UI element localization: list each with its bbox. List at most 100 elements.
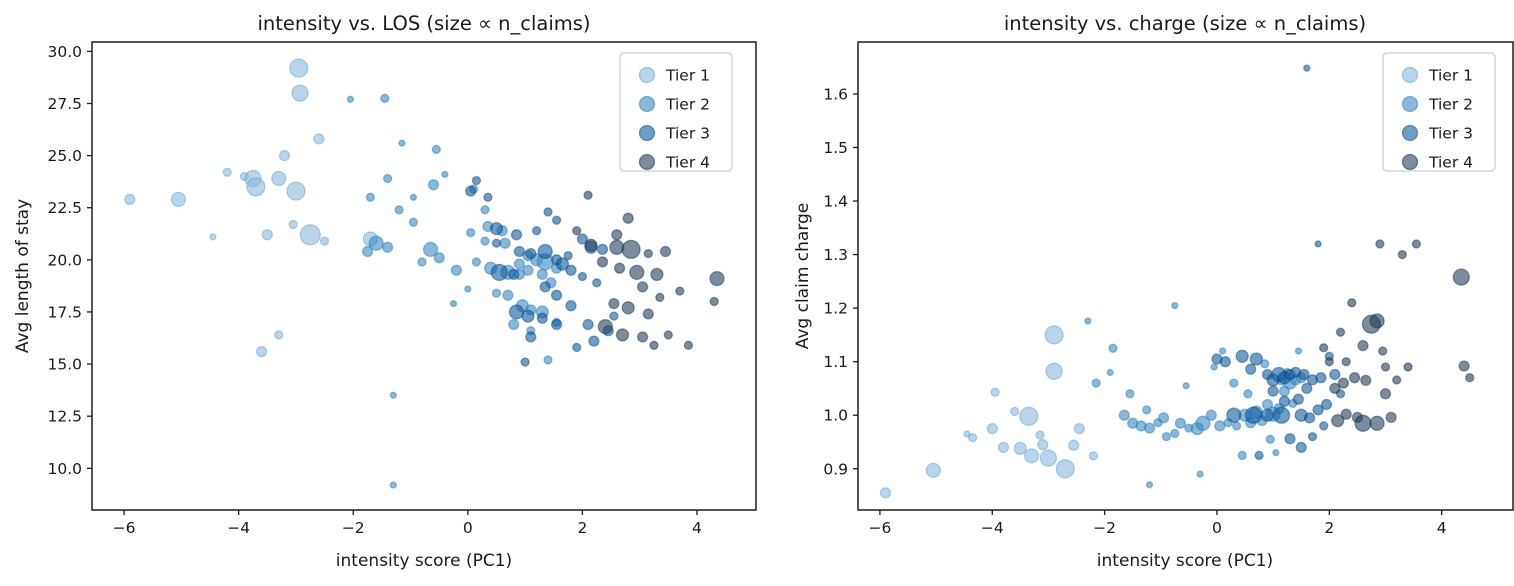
data-point bbox=[1312, 404, 1324, 416]
data-point bbox=[1091, 378, 1101, 388]
legend-marker-icon bbox=[638, 153, 656, 171]
data-point bbox=[596, 256, 609, 268]
data-point bbox=[389, 481, 397, 489]
data-point bbox=[572, 226, 582, 236]
y-tick-label: 0.9 bbox=[823, 460, 848, 478]
data-point bbox=[925, 462, 941, 479]
legend-item-label: Tier 2 bbox=[665, 96, 710, 114]
data-point bbox=[565, 264, 577, 276]
y-tick-label: 27.5 bbox=[47, 95, 82, 113]
data-point bbox=[1340, 408, 1352, 420]
y-tick-label: 17.5 bbox=[47, 303, 82, 321]
data-point bbox=[1045, 362, 1063, 380]
left-plot-title: intensity vs. LOS (size ∝ n_claims) bbox=[257, 12, 590, 35]
data-point bbox=[422, 241, 439, 258]
data-point bbox=[1037, 439, 1049, 451]
data-point bbox=[650, 267, 664, 282]
y-tick-label: 10.0 bbox=[47, 460, 82, 478]
legend-item-label: Tier 4 bbox=[1428, 154, 1473, 172]
data-point bbox=[990, 387, 1000, 397]
data-point bbox=[709, 296, 719, 307]
data-point bbox=[663, 330, 673, 340]
data-point bbox=[170, 191, 187, 208]
x-tick-label: 0 bbox=[1212, 519, 1222, 537]
data-point bbox=[1108, 343, 1118, 353]
data-point bbox=[480, 236, 490, 246]
data-point bbox=[508, 304, 525, 320]
data-point bbox=[622, 212, 634, 224]
data-point bbox=[611, 229, 623, 241]
data-point bbox=[1161, 431, 1172, 442]
data-point bbox=[510, 229, 523, 241]
y-tick-label: 1.6 bbox=[823, 85, 848, 103]
data-point bbox=[1125, 389, 1135, 399]
data-point bbox=[361, 245, 374, 258]
right-y-axis-label: Avg claim charge bbox=[793, 203, 813, 350]
legend-item-label: Tier 4 bbox=[665, 154, 710, 172]
data-point bbox=[1196, 470, 1204, 478]
data-point bbox=[1375, 239, 1385, 249]
data-point bbox=[1319, 343, 1329, 353]
x-tick-label: −2 bbox=[1093, 519, 1116, 537]
data-point bbox=[286, 181, 306, 201]
data-point bbox=[1171, 301, 1179, 310]
data-point bbox=[643, 248, 653, 259]
data-point bbox=[1337, 377, 1350, 389]
y-tick-label: 20.0 bbox=[47, 251, 82, 269]
x-tick-label: 0 bbox=[463, 519, 473, 537]
data-point bbox=[1073, 422, 1085, 435]
data-point bbox=[520, 357, 530, 367]
data-point bbox=[491, 238, 502, 248]
data-point bbox=[1226, 407, 1242, 423]
data-point bbox=[1055, 459, 1075, 479]
data-point bbox=[1195, 415, 1211, 431]
left-x-axis-label: intensity score (PC1) bbox=[336, 551, 512, 571]
data-point bbox=[1324, 357, 1334, 367]
data-point bbox=[427, 179, 440, 191]
data-point bbox=[289, 58, 309, 78]
data-point bbox=[1320, 398, 1333, 411]
data-point bbox=[319, 236, 330, 246]
series-tier-3 bbox=[1211, 64, 1346, 461]
y-tick-label: 1.1 bbox=[823, 353, 848, 371]
data-point bbox=[539, 281, 551, 293]
y-tick-label: 12.5 bbox=[47, 408, 82, 426]
data-point bbox=[1106, 368, 1114, 377]
data-point bbox=[1023, 448, 1040, 464]
series-tier-1 bbox=[879, 325, 1099, 499]
x-tick-label: −6 bbox=[868, 519, 891, 537]
data-point bbox=[659, 245, 672, 258]
data-point bbox=[577, 271, 588, 282]
y-tick-label: 1.4 bbox=[823, 193, 848, 211]
x-tick-label: −4 bbox=[227, 519, 250, 537]
data-point bbox=[576, 233, 589, 245]
data-point bbox=[536, 268, 548, 281]
data-point bbox=[1354, 414, 1372, 432]
data-point bbox=[1044, 325, 1064, 345]
data-point bbox=[1403, 362, 1413, 372]
x-tick-label: 4 bbox=[692, 519, 702, 537]
data-point bbox=[1335, 327, 1346, 337]
data-point bbox=[1348, 372, 1361, 384]
data-point bbox=[508, 268, 520, 281]
data-point bbox=[967, 433, 978, 443]
data-point bbox=[1278, 385, 1291, 397]
data-point bbox=[1329, 368, 1341, 381]
data-point bbox=[649, 340, 659, 350]
data-point bbox=[1182, 382, 1190, 390]
data-point bbox=[879, 487, 892, 499]
data-point bbox=[502, 289, 514, 301]
data-point bbox=[536, 312, 548, 324]
data-point bbox=[464, 285, 472, 293]
data-point bbox=[381, 241, 394, 253]
panel-los: −6 −4 −2 0 2 4 10.0 12.5 15.0 17.5 20.0 22.5 25.0 27.… bbox=[47, 41, 757, 537]
data-point bbox=[441, 170, 449, 179]
data-point bbox=[1260, 359, 1270, 369]
data-point bbox=[563, 251, 573, 261]
data-point bbox=[583, 190, 593, 200]
data-point bbox=[1068, 439, 1080, 451]
data-point bbox=[1205, 409, 1217, 421]
left-y-axis-label: Avg length of stay bbox=[13, 199, 33, 353]
